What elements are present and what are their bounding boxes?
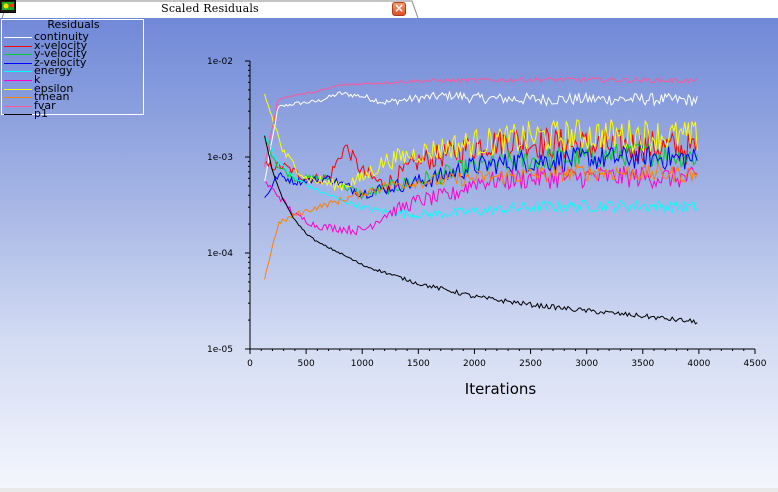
legend-entry-x-velocity: x-velocity <box>2 38 143 52</box>
tab-bar: Scaled Residuals × <box>0 0 778 18</box>
legend-swatch <box>4 45 32 47</box>
x-axis-label: Iterations <box>465 380 537 398</box>
x-tick-label: 2500 <box>519 359 542 369</box>
y-tick-label: 1e-03 <box>207 153 233 163</box>
y-tick-label: 1e-04 <box>207 249 233 259</box>
legend-swatch <box>4 88 32 90</box>
plot-area: 0 500 1000 1500 2000 2500 3000 3500 4000 4500 1e-0… <box>0 18 778 488</box>
series-line-fvar <box>264 76 698 167</box>
series-line-p1 <box>264 135 698 325</box>
x-tick-label: 3500 <box>631 359 654 369</box>
legend-label: fvar <box>34 98 56 112</box>
legend-entry-continuity: continuity <box>2 30 143 43</box>
legend-label: continuity <box>34 30 89 43</box>
series-line-continuity <box>264 91 698 182</box>
legend-swatch <box>4 114 32 116</box>
series-line-epsilon <box>264 93 698 191</box>
legend-entry-p1: p1 <box>2 107 143 121</box>
legend-entry-fvar: fvar <box>2 98 143 112</box>
legend-label: p1 <box>34 107 48 121</box>
legend-swatch <box>4 105 32 107</box>
x-tick-label: 2000 <box>463 359 486 369</box>
legend-label: x-velocity <box>34 38 88 52</box>
window-tab[interactable]: Scaled Residuals × <box>0 0 420 18</box>
legend-swatch <box>4 62 32 64</box>
legend-entry-k: k <box>2 73 143 86</box>
legend-swatch <box>4 80 32 81</box>
legend-entry-epsilon: epsilon <box>2 81 143 95</box>
app-icon <box>0 0 16 13</box>
legend-entry-energy: energy <box>2 64 143 78</box>
legend-swatch <box>4 97 32 99</box>
x-tick-label: 1500 <box>407 359 430 369</box>
legend-swatch <box>4 71 32 73</box>
legend-label: epsilon <box>34 81 74 95</box>
close-icon: × <box>393 1 405 15</box>
legend-label: y-velocity <box>34 47 87 61</box>
window-title: Scaled Residuals <box>161 2 259 15</box>
series-line-energy <box>264 134 698 220</box>
legend-label: k <box>34 73 41 86</box>
close-button[interactable]: × <box>392 1 406 16</box>
series-line-x-velocity <box>264 126 698 194</box>
legend-title: Residuals <box>47 18 100 31</box>
x-tick-label: 4500 <box>744 359 767 369</box>
legend-label: energy <box>34 64 73 78</box>
y-tick-label: 1e-02 <box>207 57 233 67</box>
legend-entry-y-velocity: y-velocity <box>2 47 143 61</box>
legend-swatch <box>4 37 32 38</box>
y-tick-label: 1e-05 <box>207 345 233 355</box>
legend-entry-z-velocity: z-velocity <box>2 55 143 69</box>
residuals-chart: 0 500 1000 1500 2000 2500 3000 3500 4000 4500 1e-0… <box>207 57 767 398</box>
legend: Residuals continuity x-velocity y-velocity… <box>1 18 144 120</box>
series-line-z-velocity <box>264 144 698 199</box>
x-tick-label: 3000 <box>575 359 598 369</box>
series-line-k <box>264 165 698 236</box>
legend-swatch <box>4 54 32 56</box>
series-line-tmean <box>264 162 698 280</box>
x-tick-label: 0 <box>247 359 253 369</box>
x-tick-label: 1000 <box>351 359 374 369</box>
x-tick-label: 4000 <box>687 359 710 369</box>
x-tick-label: 500 <box>298 359 315 369</box>
legend-entry-tmean: tmean <box>2 90 143 104</box>
legend-label: z-velocity <box>34 55 87 69</box>
bottom-border <box>0 488 778 492</box>
legend-label: tmean <box>34 90 70 104</box>
